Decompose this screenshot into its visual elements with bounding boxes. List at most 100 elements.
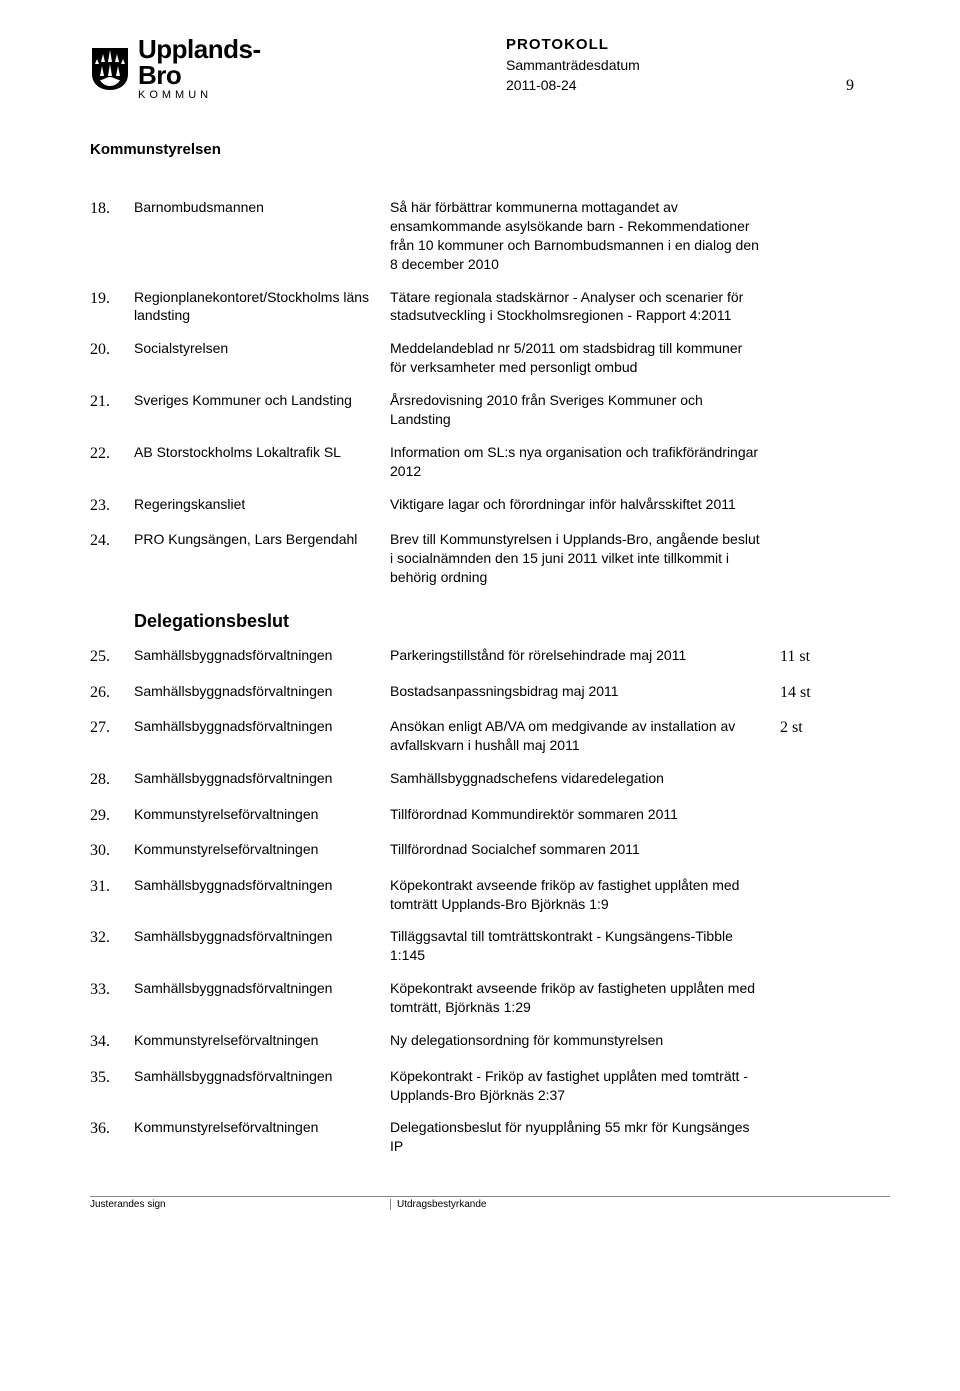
list-item: 31.SamhällsbyggnadsförvaltningenKöpekont… [90,876,890,914]
item-count: 14 st [780,682,890,704]
page-footer: Justerandes sign Utdragsbestyrkande [90,1196,890,1210]
item-sender: Socialstyrelsen [134,339,390,377]
item-sender: Samhällsbyggnadsförvaltningen [134,717,390,755]
meeting-date-label: Sammanträdesdatum [506,57,890,73]
meeting-date: 2011-08-24 [506,77,846,95]
item-description: Brev till Kommunstyrelsen i Upplands-Bro… [390,530,780,587]
item-sender: Samhällsbyggnadsförvaltningen [134,927,390,965]
logo-block: Upplands-Bro KOMMUN [90,36,290,101]
item-sender: Regionplanekontoret/Stockholms läns land… [134,288,390,326]
item-number: 22. [90,443,134,481]
item-number: 18. [90,198,134,274]
item-sender: Samhällsbyggnadsförvaltningen [134,876,390,914]
item-sender: AB Storstockholms Lokaltrafik SL [134,443,390,481]
shield-icon [90,46,130,92]
item-sender: Barnombudsmannen [134,198,390,274]
item-description: Årsredovisning 2010 från Sveriges Kommun… [390,391,780,429]
item-number: 23. [90,495,134,517]
item-sender: Samhällsbyggnadsförvaltningen [134,979,390,1017]
brand-sub: KOMMUN [138,90,290,101]
item-count [780,339,890,377]
item-description: Meddelandeblad nr 5/2011 om stadsbidrag … [390,339,780,377]
list-item: 29.KommunstyrelseförvaltningenTillförord… [90,805,890,827]
page: Upplands-Bro KOMMUN Kommunstyrelsen PROT… [0,0,960,1240]
item-description: Tilläggsavtal till tomträttskontrakt - K… [390,927,780,965]
item-count [780,927,890,965]
list-item: 20.SocialstyrelsenMeddelandeblad nr 5/20… [90,339,890,377]
list-item: 18.BarnombudsmannenSå här förbättrar kom… [90,198,890,274]
item-description: Tätare regionala stadskärnor - Analyser … [390,288,780,326]
item-sender: PRO Kungsängen, Lars Bergendahl [134,530,390,587]
footer-sign-label: Justerandes sign [90,1199,390,1210]
item-description: Köpekontrakt avseende friköp av fastighe… [390,979,780,1017]
item-number: 28. [90,769,134,791]
item-number: 19. [90,288,134,326]
item-count [780,495,890,517]
item-sender: Samhällsbyggnadsförvaltningen [134,769,390,791]
report-list: 18.BarnombudsmannenSå här förbättrar kom… [90,198,890,587]
item-description: Tillförordnad Kommundirektör sommaren 20… [390,805,780,827]
item-description: Köpekontrakt avseende friköp av fastighe… [390,876,780,914]
item-count [780,840,890,862]
item-description: Tillförordnad Socialchef sommaren 2011 [390,840,780,862]
item-count [780,198,890,274]
item-count: 2 st [780,717,890,755]
list-item: 26.SamhällsbyggnadsförvaltningenBostadsa… [90,682,890,704]
item-description: Parkeringstillstånd för rörelsehindrade … [390,646,780,668]
item-number: 35. [90,1067,134,1105]
document-type: PROTOKOLL [506,36,890,53]
item-description: Samhällsbyggnadschefens vidaredelegation [390,769,780,791]
item-number: 27. [90,717,134,755]
item-number: 33. [90,979,134,1017]
item-count [780,1118,890,1156]
item-count [780,443,890,481]
list-item: 30.KommunstyrelseförvaltningenTillförord… [90,840,890,862]
list-item: 23.RegeringskanslietViktigare lagar och … [90,495,890,517]
list-item: 25.SamhällsbyggnadsförvaltningenParkerin… [90,646,890,668]
list-item: 35.SamhällsbyggnadsförvaltningenKöpekont… [90,1067,890,1105]
item-number: 26. [90,682,134,704]
list-item: 34.KommunstyrelseförvaltningenNy delegat… [90,1031,890,1053]
item-description: Ansökan enligt AB/VA om medgivande av in… [390,717,780,755]
list-item: 32.SamhällsbyggnadsförvaltningenTilläggs… [90,927,890,965]
item-count [780,1067,890,1105]
item-number: 31. [90,876,134,914]
item-number: 25. [90,646,134,668]
item-description: Information om SL:s nya organisation och… [390,443,780,481]
list-item: 21.Sveriges Kommuner och LandstingÅrsred… [90,391,890,429]
item-sender: Sveriges Kommuner och Landsting [134,391,390,429]
item-number: 34. [90,1031,134,1053]
section-title-delegation: Delegationsbeslut [134,611,890,632]
list-item: 24.PRO Kungsängen, Lars BergendahlBrev t… [90,530,890,587]
item-count [780,805,890,827]
delegation-list: 25.SamhällsbyggnadsförvaltningenParkerin… [90,646,890,1156]
item-sender: Regeringskansliet [134,495,390,517]
page-header: Upplands-Bro KOMMUN Kommunstyrelsen PROT… [90,36,890,158]
page-number: 9 [846,77,854,95]
item-count: 11 st [780,646,890,668]
item-description: Så här förbättrar kommunerna mottagandet… [390,198,780,274]
list-item: 28.SamhällsbyggnadsförvaltningenSamhälls… [90,769,890,791]
list-item: 19.Regionplanekontoret/Stockholms läns l… [90,288,890,326]
item-sender: Kommunstyrelseförvaltningen [134,1118,390,1156]
item-sender: Samhällsbyggnadsförvaltningen [134,682,390,704]
list-item: 27.SamhällsbyggnadsförvaltningenAnsökan … [90,717,890,755]
item-sender: Samhällsbyggnadsförvaltningen [134,1067,390,1105]
item-number: 36. [90,1118,134,1156]
item-sender: Kommunstyrelseförvaltningen [134,805,390,827]
item-description: Ny delegationsordning för kommunstyrelse… [390,1031,780,1053]
item-description: Bostadsanpassningsbidrag maj 2011 [390,682,780,704]
item-sender: Kommunstyrelseförvaltningen [134,1031,390,1053]
footer-attest-label: Utdragsbestyrkande [390,1199,890,1210]
item-count [780,876,890,914]
item-count [780,769,890,791]
item-sender: Samhällsbyggnadsförvaltningen [134,646,390,668]
item-sender: Kommunstyrelseförvaltningen [134,840,390,862]
list-item: 36.KommunstyrelseförvaltningenDelegation… [90,1118,890,1156]
item-number: 32. [90,927,134,965]
item-description: Köpekontrakt - Friköp av fastighet upplå… [390,1067,780,1105]
list-item: 22.AB Storstockholms Lokaltrafik SLInfor… [90,443,890,481]
item-count [780,979,890,1017]
item-count [780,1031,890,1053]
item-number: 29. [90,805,134,827]
